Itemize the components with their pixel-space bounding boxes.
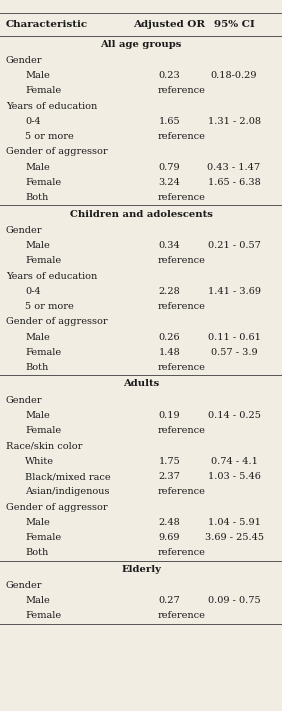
- Text: Male: Male: [25, 596, 50, 605]
- Text: 0.26: 0.26: [158, 333, 180, 342]
- Text: Both: Both: [25, 548, 49, 557]
- Text: Female: Female: [25, 426, 61, 435]
- Text: 0.43 - 1.47: 0.43 - 1.47: [208, 163, 261, 172]
- Text: 2.48: 2.48: [158, 518, 180, 527]
- Text: 5 or more: 5 or more: [25, 132, 74, 141]
- Text: 2.37: 2.37: [158, 472, 180, 481]
- Text: Gender of aggressor: Gender of aggressor: [6, 503, 107, 512]
- Text: Characteristic: Characteristic: [6, 20, 88, 28]
- Text: reference: reference: [158, 611, 206, 621]
- Text: 0.21 - 0.57: 0.21 - 0.57: [208, 241, 261, 250]
- Text: 0.19: 0.19: [158, 411, 180, 420]
- Text: Elderly: Elderly: [121, 565, 161, 574]
- Text: Asian/indigenous: Asian/indigenous: [25, 487, 110, 496]
- Text: 0.27: 0.27: [158, 596, 180, 605]
- Text: Gender: Gender: [6, 225, 42, 235]
- Text: Gender: Gender: [6, 395, 42, 405]
- Text: 9.69: 9.69: [158, 533, 180, 542]
- Text: 0-4: 0-4: [25, 287, 41, 296]
- Text: 3.24: 3.24: [158, 178, 180, 187]
- Text: Adjusted OR: Adjusted OR: [133, 20, 205, 28]
- Text: 0.18-0.29: 0.18-0.29: [211, 71, 257, 80]
- Text: 1.75: 1.75: [158, 456, 180, 466]
- Text: Both: Both: [25, 193, 49, 203]
- Text: 0.11 - 0.61: 0.11 - 0.61: [208, 333, 261, 342]
- Text: reference: reference: [158, 132, 206, 141]
- Text: 0.14 - 0.25: 0.14 - 0.25: [208, 411, 261, 420]
- Text: Both: Both: [25, 363, 49, 373]
- Text: Female: Female: [25, 86, 61, 95]
- Text: Children and adolescents: Children and adolescents: [70, 210, 212, 218]
- Text: 0.09 - 0.75: 0.09 - 0.75: [208, 596, 260, 605]
- Text: Male: Male: [25, 411, 50, 420]
- Text: reference: reference: [158, 363, 206, 373]
- Text: Gender of aggressor: Gender of aggressor: [6, 147, 107, 156]
- Text: 5 or more: 5 or more: [25, 302, 74, 311]
- Text: 1.48: 1.48: [158, 348, 180, 357]
- Text: Gender: Gender: [6, 55, 42, 65]
- Text: 1.41 - 3.69: 1.41 - 3.69: [208, 287, 261, 296]
- Text: 0-4: 0-4: [25, 117, 41, 126]
- Text: reference: reference: [158, 193, 206, 203]
- Text: Female: Female: [25, 256, 61, 265]
- Text: 3.69 - 25.45: 3.69 - 25.45: [204, 533, 264, 542]
- Text: Female: Female: [25, 178, 61, 187]
- Text: 0.79: 0.79: [158, 163, 180, 172]
- Text: 95% CI: 95% CI: [214, 20, 254, 28]
- Text: Male: Male: [25, 241, 50, 250]
- Text: Adults: Adults: [123, 380, 159, 388]
- Text: Male: Male: [25, 518, 50, 527]
- Text: 1.65 - 6.38: 1.65 - 6.38: [208, 178, 261, 187]
- Text: reference: reference: [158, 302, 206, 311]
- Text: 1.31 - 2.08: 1.31 - 2.08: [208, 117, 261, 126]
- Text: White: White: [25, 456, 54, 466]
- Text: Male: Male: [25, 333, 50, 342]
- Text: Female: Female: [25, 348, 61, 357]
- Text: reference: reference: [158, 548, 206, 557]
- Text: reference: reference: [158, 487, 206, 496]
- Text: Years of education: Years of education: [6, 102, 97, 111]
- Text: 0.34: 0.34: [158, 241, 180, 250]
- Text: 1.03 - 5.46: 1.03 - 5.46: [208, 472, 261, 481]
- Text: Female: Female: [25, 611, 61, 621]
- Text: 1.65: 1.65: [158, 117, 180, 126]
- Text: Female: Female: [25, 533, 61, 542]
- Text: Gender of aggressor: Gender of aggressor: [6, 317, 107, 326]
- Text: Race/skin color: Race/skin color: [6, 442, 82, 451]
- Text: reference: reference: [158, 86, 206, 95]
- Text: 0.23: 0.23: [158, 71, 180, 80]
- Text: 2.28: 2.28: [158, 287, 180, 296]
- Text: All age groups: All age groups: [100, 40, 182, 48]
- Text: Male: Male: [25, 71, 50, 80]
- Text: Male: Male: [25, 163, 50, 172]
- Text: Black/mixed race: Black/mixed race: [25, 472, 111, 481]
- Text: 1.04 - 5.91: 1.04 - 5.91: [208, 518, 261, 527]
- Text: Gender: Gender: [6, 581, 42, 590]
- Text: 0.57 - 3.9: 0.57 - 3.9: [211, 348, 257, 357]
- Text: reference: reference: [158, 256, 206, 265]
- Text: 0.74 - 4.1: 0.74 - 4.1: [211, 456, 257, 466]
- Text: reference: reference: [158, 426, 206, 435]
- Text: Years of education: Years of education: [6, 272, 97, 281]
